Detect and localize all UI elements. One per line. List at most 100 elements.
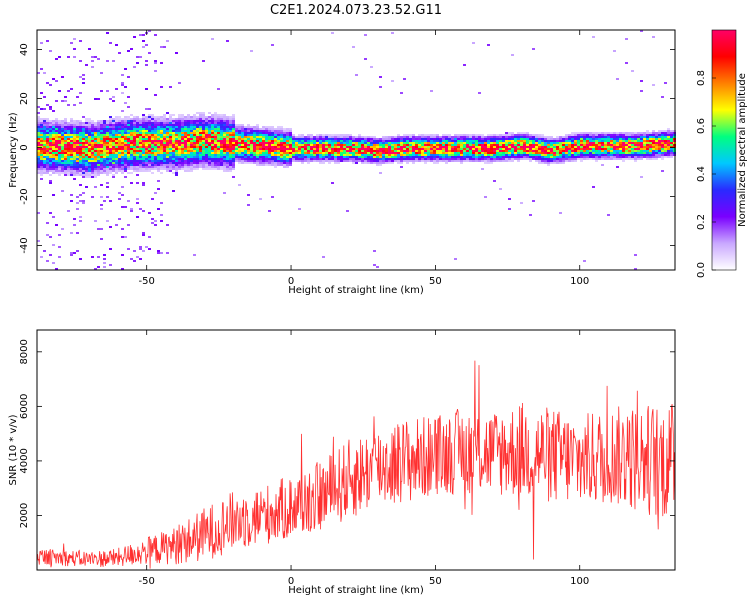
heatmap-cell bbox=[403, 138, 406, 140]
heatmap-cell bbox=[37, 142, 40, 144]
heatmap-cell bbox=[136, 202, 139, 204]
heatmap-cell bbox=[550, 138, 553, 140]
heatmap-cell bbox=[331, 160, 334, 162]
heatmap-cell bbox=[220, 138, 223, 140]
heatmap-cell bbox=[85, 172, 88, 174]
heatmap-cell bbox=[97, 148, 100, 150]
heatmap-cell bbox=[400, 136, 403, 138]
heatmap-cell bbox=[448, 142, 451, 144]
heatmap-cell bbox=[121, 254, 124, 256]
heatmap-cell bbox=[475, 134, 478, 136]
heatmap-cell bbox=[493, 134, 496, 136]
heatmap-cell bbox=[628, 152, 631, 154]
heatmap-cell bbox=[451, 146, 454, 148]
heatmap-cell bbox=[226, 130, 229, 132]
heatmap-cell bbox=[289, 148, 292, 150]
heatmap-cell bbox=[358, 150, 361, 152]
heatmap-cell bbox=[250, 126, 253, 128]
heatmap-cell bbox=[670, 152, 673, 154]
heatmap-cell bbox=[208, 152, 211, 154]
heatmap-cell bbox=[220, 144, 223, 146]
heatmap-cell bbox=[190, 130, 193, 132]
heatmap-cell bbox=[187, 150, 190, 152]
heatmap-cell bbox=[343, 158, 346, 160]
heatmap-cell bbox=[556, 150, 559, 152]
heatmap-cell bbox=[94, 156, 97, 158]
heatmap-cell bbox=[181, 152, 184, 154]
heatmap-cell bbox=[166, 154, 169, 156]
heatmap-cell bbox=[487, 142, 490, 144]
heatmap-cell bbox=[652, 132, 655, 134]
heatmap-cell bbox=[292, 152, 295, 154]
heatmap-cell bbox=[289, 144, 292, 146]
heatmap-cell bbox=[571, 142, 574, 144]
heatmap-cell bbox=[64, 146, 67, 148]
heatmap-cell bbox=[43, 130, 46, 132]
heatmap-cell bbox=[232, 116, 235, 118]
heatmap-cell bbox=[142, 156, 145, 158]
heatmap-cell bbox=[91, 134, 94, 136]
heatmap-cell bbox=[421, 156, 424, 158]
heatmap-cell bbox=[313, 156, 316, 158]
heatmap-cell bbox=[154, 134, 157, 136]
heatmap-cell bbox=[154, 164, 157, 166]
heatmap-cell bbox=[154, 122, 157, 124]
heatmap-cell bbox=[193, 144, 196, 146]
heatmap-cell bbox=[232, 120, 235, 122]
heatmap-cell bbox=[283, 156, 286, 158]
heatmap-cell bbox=[49, 50, 52, 52]
heatmap-cell bbox=[529, 160, 532, 162]
heatmap-cell bbox=[523, 148, 526, 150]
heatmap-cell bbox=[148, 166, 151, 168]
heatmap-cell bbox=[217, 118, 220, 120]
heatmap-cell bbox=[67, 90, 70, 92]
heatmap-cell bbox=[496, 158, 499, 160]
heatmap-cell bbox=[472, 152, 475, 154]
heatmap-cell bbox=[37, 144, 40, 146]
heatmap-cell bbox=[622, 134, 625, 136]
heatmap-cell bbox=[307, 136, 310, 138]
heatmap-cell bbox=[85, 64, 88, 66]
heatmap-cell bbox=[52, 124, 55, 126]
heatmap-cell bbox=[337, 160, 340, 162]
heatmap-cell bbox=[361, 142, 364, 144]
heatmap-cell bbox=[361, 140, 364, 142]
heatmap-cell bbox=[454, 152, 457, 154]
heatmap-cell bbox=[601, 154, 604, 156]
heatmap-cell bbox=[247, 194, 250, 196]
heatmap-cell bbox=[559, 160, 562, 162]
heatmap-cell bbox=[481, 148, 484, 150]
heatmap-cell bbox=[151, 120, 154, 122]
heatmap-cell bbox=[280, 146, 283, 148]
heatmap-cell bbox=[301, 142, 304, 144]
heatmap-cell bbox=[49, 180, 52, 182]
heatmap-cell bbox=[343, 150, 346, 152]
heatmap-cell bbox=[112, 158, 115, 160]
heatmap-cell bbox=[46, 148, 49, 150]
heatmap-cell bbox=[196, 142, 199, 144]
heatmap-cell bbox=[64, 128, 67, 130]
heatmap-cell bbox=[370, 152, 373, 154]
heatmap-cell bbox=[298, 134, 301, 136]
heatmap-cell bbox=[634, 150, 637, 152]
heatmap-cell bbox=[196, 112, 199, 114]
heatmap-cell bbox=[277, 134, 280, 136]
heatmap-cell bbox=[310, 134, 313, 136]
heatmap-cell bbox=[199, 112, 202, 114]
heatmap-cell bbox=[382, 152, 385, 154]
heatmap-cell bbox=[250, 160, 253, 162]
heatmap-cell bbox=[70, 42, 73, 44]
heatmap-cell bbox=[181, 118, 184, 120]
heatmap-cell bbox=[82, 144, 85, 146]
heatmap-cell bbox=[64, 170, 67, 172]
heatmap-cell bbox=[220, 124, 223, 126]
heatmap-cell bbox=[52, 128, 55, 130]
heatmap-cell bbox=[454, 134, 457, 136]
heatmap-cell bbox=[157, 134, 160, 136]
heatmap-cell bbox=[466, 154, 469, 156]
heatmap-cell bbox=[568, 152, 571, 154]
heatmap-cell bbox=[91, 152, 94, 154]
heatmap-cell bbox=[196, 118, 199, 120]
heatmap-cell bbox=[457, 152, 460, 154]
